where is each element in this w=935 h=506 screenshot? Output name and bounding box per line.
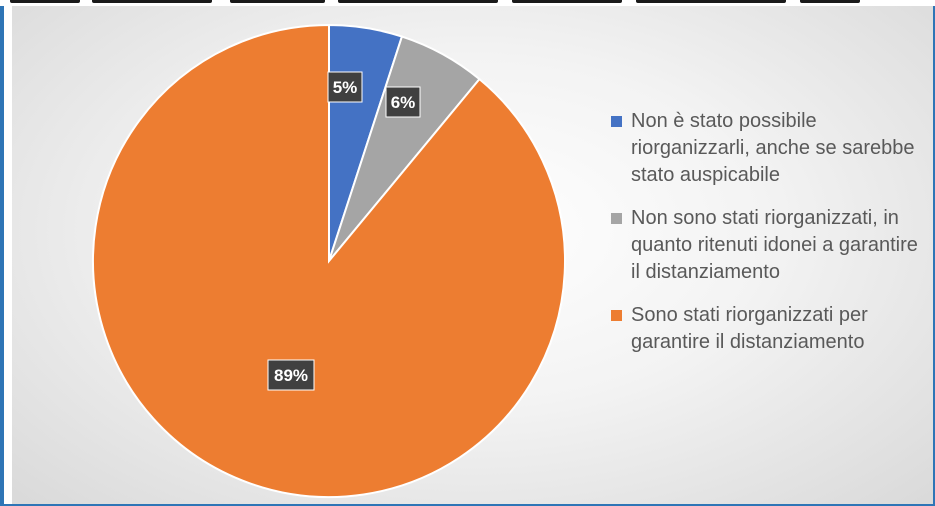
pie-slices <box>92 23 566 498</box>
data-label-2: 6% <box>385 86 421 118</box>
legend-label: Sono stati riorganizzati per garantire i… <box>631 304 868 353</box>
legend-item-1: Non è stato possibile riorganizzarli, an… <box>611 108 931 189</box>
data-label-1: 5% <box>327 71 363 103</box>
legend-label: Non sono stati riorganizzati, in quanto … <box>631 207 918 283</box>
cropped-header-strip <box>0 0 935 6</box>
data-label-box <box>385 86 421 118</box>
legend-item-3: Sono stati riorganizzati per garantire i… <box>611 302 931 356</box>
legend-swatch <box>611 310 622 321</box>
legend: Non è stato possibile riorganizzarli, an… <box>611 108 931 372</box>
data-label-box <box>267 359 315 391</box>
data-label-3: 89% <box>267 359 315 391</box>
data-label-text: 89% <box>274 366 308 385</box>
legend-label: Non è stato possibile riorganizzarli, an… <box>631 110 915 186</box>
legend-swatch <box>611 213 622 224</box>
legend-item-2: Non sono stati riorganizzati, in quanto … <box>611 205 931 286</box>
data-label-text: 5% <box>333 78 358 97</box>
data-label-text: 6% <box>391 93 416 112</box>
pie-data-labels: 5% 6% 89% <box>267 71 421 391</box>
data-label-box <box>327 71 363 103</box>
legend-swatch <box>611 116 622 127</box>
pie-slice-3 <box>92 23 566 498</box>
